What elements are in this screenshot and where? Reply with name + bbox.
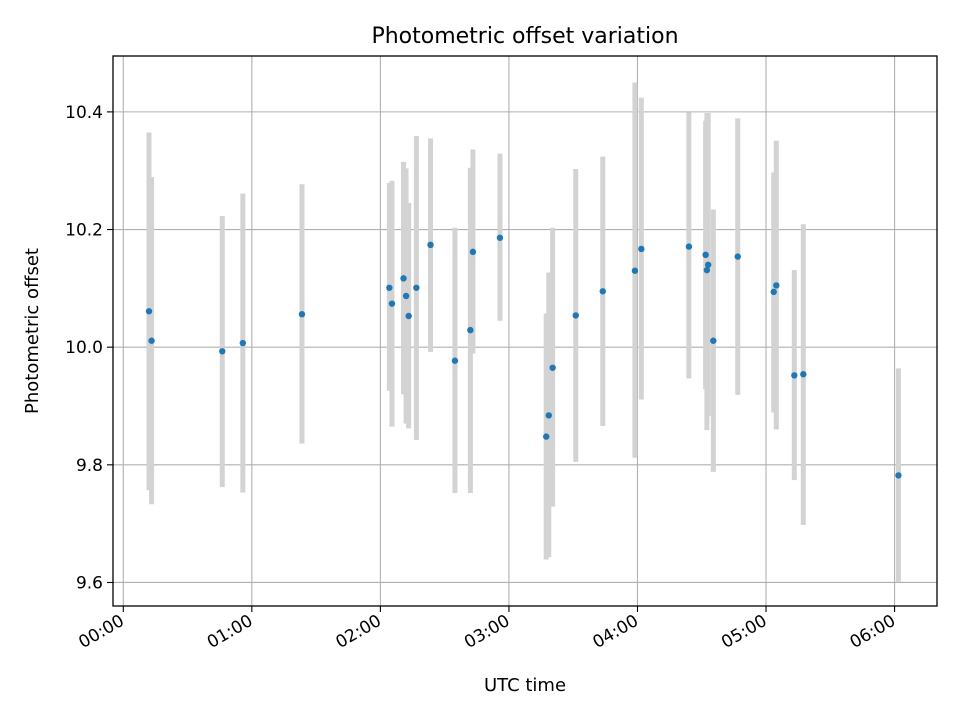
data-point [413,284,420,291]
y-tick-label: 10.0 [65,338,103,358]
data-point [734,253,741,260]
y-axis-label: Photometric offset [22,248,43,414]
grid-lines [113,56,937,606]
data-point [467,326,474,334]
data-point [469,248,477,256]
data-point [549,364,556,371]
data-point [400,275,407,282]
data-point [685,243,693,250]
data-point [427,241,434,249]
y-tick-label: 9.6 [76,573,103,593]
data-point [388,300,396,307]
data-point [800,371,807,378]
y-tick-label: 10.2 [65,221,103,241]
data-point [543,433,550,440]
data-point [298,311,306,318]
data-point [599,288,606,295]
plot-frame [112,55,938,607]
data-point [631,267,639,274]
data-point [145,308,153,315]
data-point [710,337,717,344]
data-point [239,339,247,347]
data-point [638,245,645,253]
x-axis-label: UTC time [484,675,566,696]
data-points [145,234,902,479]
data-point [496,234,504,241]
data-point [791,372,798,379]
data-point [703,266,711,274]
data-point [895,472,902,479]
data-point [148,337,155,344]
y-axis-ticks: 9.6 9.8 10.0 10.2 10.4 [65,103,113,593]
data-point [770,288,777,296]
data-point [219,348,226,355]
data-point [386,284,393,291]
data-point [402,292,410,300]
data-point [545,412,552,419]
y-tick-label: 9.8 [76,456,103,476]
data-point [451,357,459,364]
data-point [704,261,712,269]
y-tick-label: 10.4 [65,103,103,123]
data-point [572,312,579,319]
data-point [405,312,412,320]
data-point [773,282,780,289]
chart-title: Photometric offset variation [371,24,678,49]
data-point [702,251,709,259]
